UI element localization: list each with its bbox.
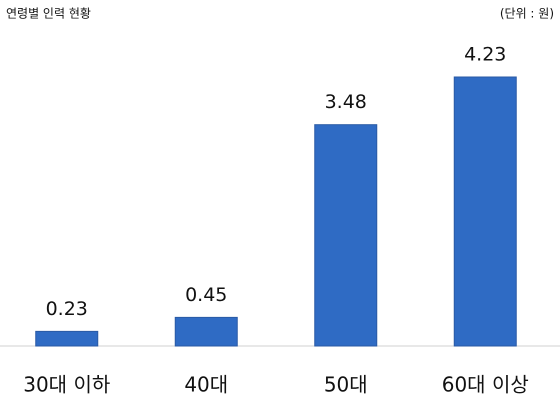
chart-title: 연령별 인력 현황 xyxy=(6,7,91,21)
x-tick-label: 40대 xyxy=(184,373,228,397)
unit-label: (단위 : 원) xyxy=(500,7,554,21)
bar xyxy=(174,316,238,347)
bar xyxy=(35,330,99,347)
data-label: 0.23 xyxy=(46,298,88,320)
x-tick-label: 60대 이상 xyxy=(442,373,529,397)
bar xyxy=(453,76,517,347)
data-label: 3.48 xyxy=(325,91,367,113)
bar xyxy=(314,124,378,347)
x-tick-label: 50대 xyxy=(324,373,368,397)
data-label: 0.45 xyxy=(185,284,227,306)
x-tick-label: 30대 이하 xyxy=(23,373,110,397)
data-label: 4.23 xyxy=(464,44,506,66)
